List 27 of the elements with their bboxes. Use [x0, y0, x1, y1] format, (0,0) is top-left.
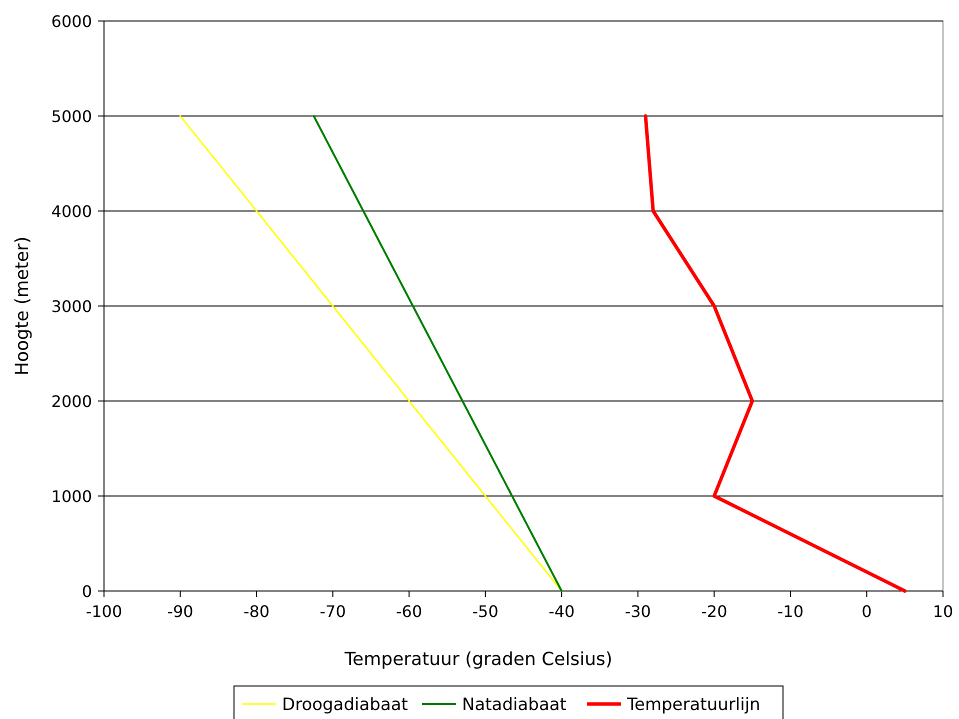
legend-label: Droogadiabaat: [282, 695, 408, 715]
line-series: [180, 115, 562, 592]
x-tick-label: -100: [86, 602, 122, 621]
x-tick-label: 10: [932, 602, 954, 621]
y-tick-label: 6000: [51, 12, 92, 31]
x-tick-label: -10: [777, 602, 804, 621]
legend-label: Temperatuurlijn: [626, 695, 760, 715]
x-axis-title: Temperatuur (graden Celsius): [344, 649, 612, 670]
x-tick-label: 0: [862, 602, 872, 621]
line-series: [312, 115, 563, 592]
y-tick-label: 1000: [51, 487, 92, 506]
y-tick-label: 2000: [51, 392, 92, 411]
y-tick-label: 5000: [51, 107, 92, 126]
y-axis-title: Hoogte (meter): [12, 236, 33, 376]
y-tick-label: 4000: [51, 202, 92, 221]
x-tick-label: -50: [472, 602, 498, 621]
x-tick-label: -80: [243, 602, 270, 621]
legend-label: Natadiabaat: [462, 695, 567, 715]
x-tick-label: -40: [548, 602, 575, 621]
x-tick-label: -20: [701, 602, 728, 621]
y-tick-label: 3000: [51, 297, 92, 316]
x-tick-label: -90: [167, 602, 194, 621]
x-tick-label: -70: [320, 602, 346, 621]
line-series: [644, 114, 907, 593]
y-tick-label: 0: [82, 582, 92, 601]
x-tick-label: -30: [624, 602, 651, 621]
x-tick-label: -60: [396, 602, 422, 621]
